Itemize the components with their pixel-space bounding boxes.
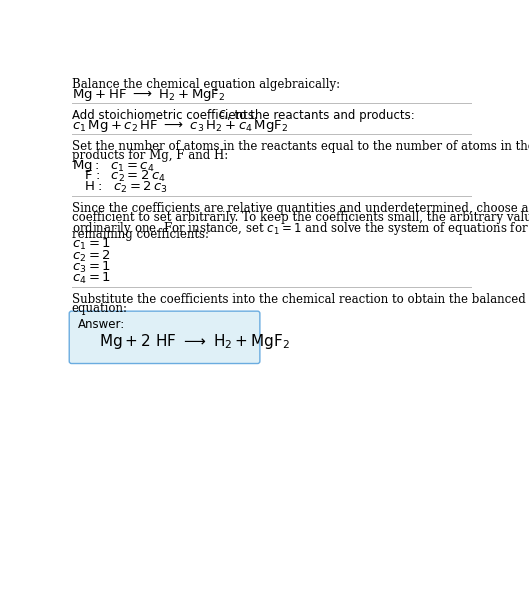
Text: $\mathrm{Mg:}\ \ c_1 = c_4$: $\mathrm{Mg:}\ \ c_1 = c_4$ [71, 158, 154, 174]
Text: Since the coefficients are relative quantities and underdetermined, choose a: Since the coefficients are relative quan… [71, 202, 528, 215]
Text: products for Mg, F and H:: products for Mg, F and H: [71, 149, 228, 161]
Text: $\mathrm{Mg + 2\ HF\ \longrightarrow\ H_2 + MgF_2}$: $\mathrm{Mg + 2\ HF\ \longrightarrow\ H_… [99, 331, 290, 351]
Text: $c_1\,\mathrm{Mg} + c_2\,\mathrm{HF}\ \longrightarrow\ c_3\,\mathrm{H_2} + c_4\,: $c_1\,\mathrm{Mg} + c_2\,\mathrm{HF}\ \l… [71, 118, 288, 134]
Text: $\ \ \ \mathrm{F:}\ \ c_2 = 2\,c_4$: $\ \ \ \mathrm{F:}\ \ c_2 = 2\,c_4$ [71, 169, 166, 184]
Text: $c_3 = 1$: $c_3 = 1$ [71, 260, 111, 274]
Text: Answer:: Answer: [78, 318, 125, 331]
Text: , to the reactants and products:: , to the reactants and products: [227, 109, 414, 122]
Text: coefficient to set arbitrarily. To keep the coefficients small, the arbitrary va: coefficient to set arbitrarily. To keep … [71, 211, 529, 223]
Text: $\mathrm{Mg + HF\ \longrightarrow\ H_2 + MgF_2}$: $\mathrm{Mg + HF\ \longrightarrow\ H_2 +… [71, 87, 225, 103]
Text: $c_i$: $c_i$ [218, 109, 229, 122]
Text: Set the number of atoms in the reactants equal to the number of atoms in the: Set the number of atoms in the reactants… [71, 140, 529, 153]
Text: ordinarily one. For instance, set $c_1 = 1$ and solve the system of equations fo: ordinarily one. For instance, set $c_1 =… [71, 220, 529, 237]
Text: $\ \ \ \mathrm{H:}\ \ c_2 = 2\,c_3$: $\ \ \ \mathrm{H:}\ \ c_2 = 2\,c_3$ [71, 180, 168, 195]
Text: $c_2 = 2$: $c_2 = 2$ [71, 248, 111, 263]
Text: remaining coefficients:: remaining coefficients: [71, 228, 208, 242]
Text: equation:: equation: [71, 302, 127, 314]
FancyBboxPatch shape [69, 311, 260, 364]
Text: $c_4 = 1$: $c_4 = 1$ [71, 271, 111, 286]
Text: Balance the chemical equation algebraically:: Balance the chemical equation algebraica… [71, 78, 340, 91]
Text: Substitute the coefficients into the chemical reaction to obtain the balanced: Substitute the coefficients into the che… [71, 293, 525, 306]
Text: $c_1 = 1$: $c_1 = 1$ [71, 237, 111, 253]
Text: Add stoichiometric coefficients,: Add stoichiometric coefficients, [71, 109, 261, 122]
